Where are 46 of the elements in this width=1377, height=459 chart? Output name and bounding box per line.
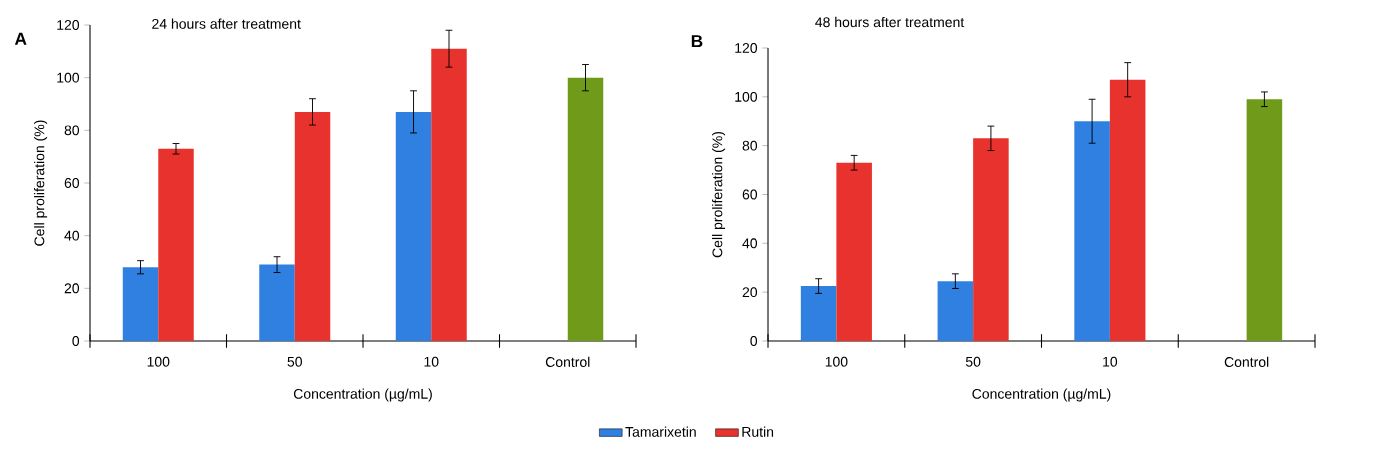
text: A bbox=[14, 32, 27, 45]
y-tick-label: 120 bbox=[57, 20, 80, 30]
x-tick-label: 50 bbox=[287, 356, 302, 367]
bar bbox=[1074, 121, 1110, 341]
bar bbox=[973, 138, 1009, 341]
bar bbox=[1246, 99, 1283, 341]
legend-label: Tamarixetin bbox=[625, 426, 696, 437]
y-tick-label: 40 bbox=[64, 230, 80, 241]
bar bbox=[800, 286, 837, 341]
y-tick-label: 100 bbox=[735, 91, 758, 102]
x-tick-label: Control bbox=[1224, 356, 1269, 368]
x-axis-title: Concentration (µg/mL) bbox=[972, 388, 1111, 402]
y-tick-label: 0 bbox=[72, 336, 80, 346]
y-axis-title: Cell proliferation (%) bbox=[712, 131, 726, 258]
y-tick-label: 40 bbox=[742, 238, 758, 249]
y-tick-label: 20 bbox=[64, 283, 80, 294]
y-tick-label: 60 bbox=[742, 189, 758, 200]
y-tick-label: 0 bbox=[750, 336, 758, 346]
x-tick-label: 100 bbox=[825, 356, 848, 367]
y-axis-title: Cell proliferation (%) bbox=[34, 120, 48, 246]
bar bbox=[294, 111, 331, 341]
bar bbox=[567, 77, 604, 341]
bar bbox=[122, 267, 159, 341]
y-tick-label: 120 bbox=[735, 43, 758, 53]
y-tick-label: 100 bbox=[57, 72, 80, 83]
text: B bbox=[691, 35, 703, 48]
y-tick-label: 80 bbox=[64, 125, 80, 136]
legend-label: Rutin bbox=[742, 426, 774, 437]
x-axis-title: Concentration (µg/mL) bbox=[293, 388, 432, 402]
bar bbox=[158, 148, 194, 341]
bar bbox=[431, 48, 467, 341]
x-tick-label: 10 bbox=[424, 356, 439, 367]
x-tick-label: Control bbox=[545, 356, 590, 368]
y-tick-label: 20 bbox=[742, 287, 758, 298]
x-tick-label: 10 bbox=[1103, 356, 1118, 367]
bar bbox=[395, 111, 432, 341]
x-tick-label: 100 bbox=[147, 356, 170, 367]
y-tick-label: 80 bbox=[742, 140, 758, 151]
bar bbox=[1109, 79, 1146, 341]
bar bbox=[259, 264, 295, 341]
x-tick-label: 50 bbox=[965, 356, 981, 367]
bar bbox=[937, 281, 974, 341]
chart-title: 24 hours after treatment bbox=[152, 18, 301, 29]
chart-title: 48 hours after treatment bbox=[815, 16, 965, 28]
bar bbox=[836, 162, 872, 341]
y-tick-label: 60 bbox=[64, 178, 80, 188]
